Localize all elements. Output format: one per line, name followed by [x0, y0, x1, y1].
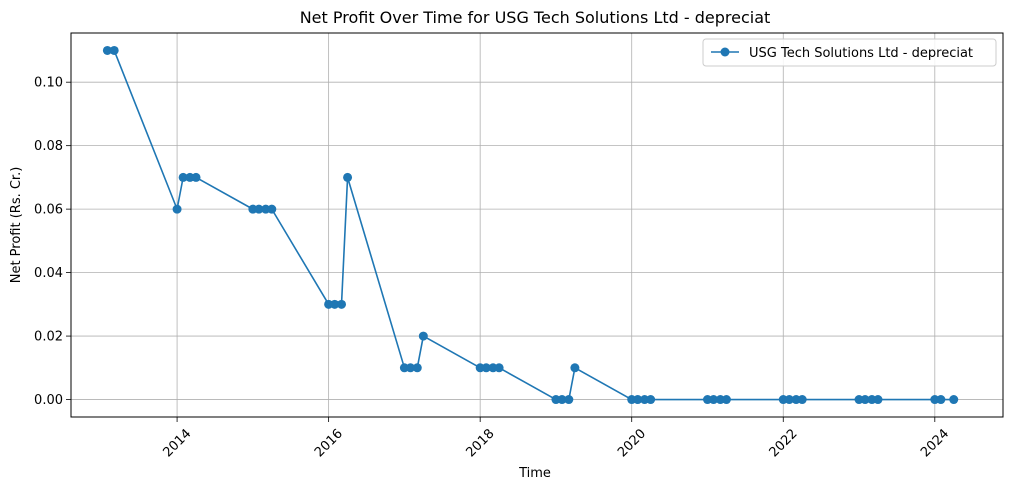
- y-tick-label: 0.10: [34, 76, 63, 91]
- data-point: [405, 363, 415, 373]
- data-point: [343, 172, 353, 182]
- data-point: [178, 172, 188, 182]
- data-point: [412, 363, 422, 373]
- x-axis-label: Time: [518, 466, 551, 481]
- data-point: [418, 331, 428, 341]
- legend: USG Tech Solutions Ltd - depreciat: [702, 38, 997, 67]
- data-point: [109, 45, 119, 55]
- data-point: [267, 204, 277, 214]
- legend-box: [702, 38, 997, 67]
- data-point: [102, 45, 112, 55]
- legend-marker-swatch: [720, 47, 730, 57]
- data-point: [254, 204, 264, 214]
- data-point: [709, 395, 719, 405]
- data-point: [797, 395, 807, 405]
- y-tick-label: 0.02: [34, 330, 63, 345]
- y-axis: 0.00 0.02 0.04 0.06 0.08 0.10: [34, 76, 71, 408]
- series-layer: [102, 45, 959, 405]
- y-axis-label: Net Profit (Rs. Cr.): [9, 167, 24, 284]
- data-point: [191, 172, 201, 182]
- data-point: [949, 395, 959, 405]
- y-tick-label: 0.00: [34, 393, 63, 408]
- chart-title: Net Profit Over Time for USG Tech Soluti…: [300, 8, 771, 27]
- data-point: [481, 363, 491, 373]
- plot-frame: [70, 32, 1004, 418]
- y-tick-label: 0.08: [34, 139, 63, 154]
- data-point: [873, 395, 883, 405]
- data-point: [936, 395, 946, 405]
- data-point: [860, 395, 870, 405]
- data-point: [784, 395, 794, 405]
- data-point: [646, 395, 656, 405]
- data-point: [633, 395, 643, 405]
- data-point: [557, 395, 567, 405]
- data-point: [570, 363, 580, 373]
- data-point: [172, 204, 182, 214]
- data-point: [721, 395, 731, 405]
- data-point: [494, 363, 504, 373]
- legend-label: USG Tech Solutions Ltd - depreciat: [749, 46, 973, 61]
- data-point: [564, 395, 574, 405]
- y-tick-label: 0.06: [34, 203, 63, 218]
- data-point: [330, 299, 340, 309]
- data-point: [337, 299, 347, 309]
- y-tick-label: 0.04: [34, 266, 63, 281]
